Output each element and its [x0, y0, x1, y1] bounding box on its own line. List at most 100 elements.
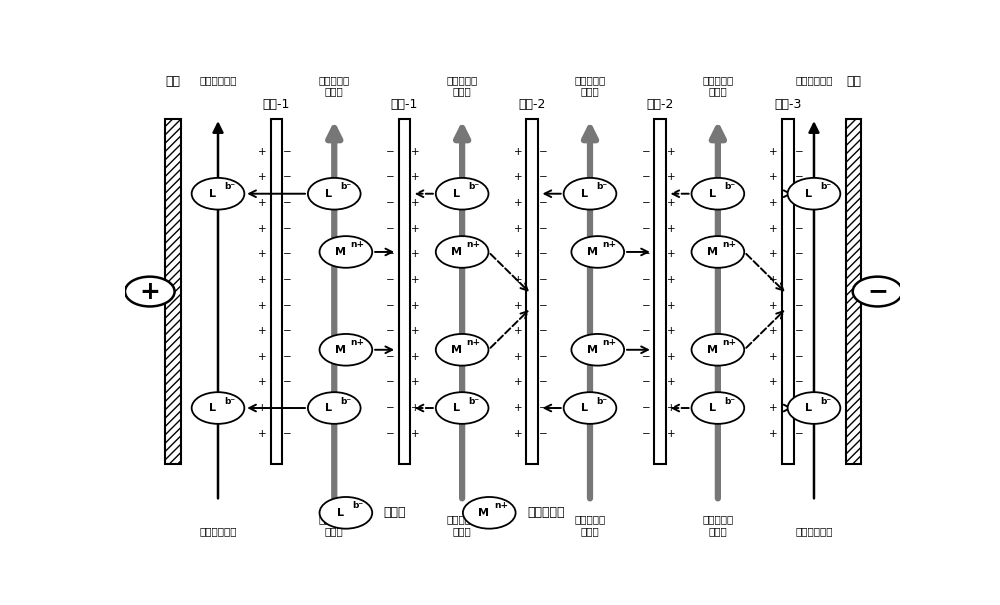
Circle shape	[564, 178, 616, 209]
Text: −: −	[641, 378, 650, 387]
Text: −: −	[386, 352, 394, 362]
Text: −: −	[283, 352, 292, 362]
Circle shape	[853, 276, 902, 307]
Text: −: −	[795, 428, 804, 439]
Text: +: +	[769, 275, 778, 285]
Text: +: +	[769, 378, 778, 387]
Text: 第二浓缩室
（出）: 第二浓缩室 （出）	[702, 75, 734, 97]
Text: M: M	[451, 247, 462, 257]
Text: −: −	[795, 378, 804, 387]
Text: +: +	[411, 326, 420, 336]
Text: b⁻: b⁻	[724, 182, 735, 191]
Text: L: L	[453, 403, 460, 413]
Bar	[165, 119, 181, 464]
Text: −: −	[283, 326, 292, 336]
Text: −: −	[386, 301, 394, 310]
Text: M: M	[335, 345, 346, 355]
Text: M: M	[587, 247, 598, 257]
Text: −: −	[539, 326, 548, 336]
Text: +: +	[258, 403, 266, 413]
Bar	[526, 119, 538, 464]
Text: −: −	[386, 172, 394, 183]
Text: +: +	[667, 301, 676, 310]
Text: n+: n+	[350, 240, 365, 249]
Text: −: −	[795, 352, 804, 362]
Text: −: −	[539, 301, 548, 310]
Text: b⁻: b⁻	[596, 396, 607, 405]
Text: +: +	[514, 172, 522, 183]
Text: +: +	[667, 224, 676, 234]
Text: +: +	[769, 428, 778, 439]
Text: +: +	[667, 275, 676, 285]
Text: +: +	[258, 249, 266, 260]
Text: −: −	[641, 428, 650, 439]
Text: −: −	[283, 224, 292, 234]
Text: L: L	[337, 508, 344, 518]
Text: 阴膜-1: 阴膜-1	[391, 98, 418, 111]
Text: +: +	[411, 403, 420, 413]
Text: +: +	[514, 224, 522, 234]
Text: +: +	[258, 198, 266, 208]
Text: −: −	[641, 249, 650, 260]
Text: L: L	[581, 403, 588, 413]
Text: −: −	[539, 275, 548, 285]
Text: −: −	[641, 301, 650, 310]
Text: 阴极: 阴极	[846, 75, 861, 88]
Text: +: +	[667, 249, 676, 260]
Text: +: +	[258, 378, 266, 387]
Text: n+: n+	[602, 240, 616, 249]
Text: +: +	[667, 198, 676, 208]
Text: +: +	[411, 378, 420, 387]
Text: +: +	[514, 378, 522, 387]
Text: n+: n+	[602, 338, 616, 347]
Text: b⁻: b⁻	[224, 396, 235, 405]
Text: L: L	[325, 189, 332, 198]
Text: −: −	[283, 275, 292, 285]
Text: −: −	[641, 147, 650, 157]
Circle shape	[571, 334, 624, 365]
Text: +: +	[411, 301, 420, 310]
Text: +: +	[411, 352, 420, 362]
Text: −: −	[283, 249, 292, 260]
Circle shape	[571, 236, 624, 268]
Text: +: +	[667, 352, 676, 362]
Text: −: −	[641, 326, 650, 336]
Text: +: +	[514, 275, 522, 285]
Text: −: −	[386, 403, 394, 413]
Text: 第二浓缩室
（进）: 第二浓缩室 （进）	[702, 514, 734, 536]
Text: b⁻: b⁻	[224, 182, 235, 191]
Text: n+: n+	[494, 502, 508, 511]
Bar	[654, 119, 666, 464]
Text: −: −	[386, 378, 394, 387]
Text: 阴膜-2: 阴膜-2	[646, 98, 674, 111]
Text: 阳极: 阳极	[166, 75, 181, 88]
Text: −: −	[386, 249, 394, 260]
Text: −: −	[795, 224, 804, 234]
Text: 第一浓缩室
（进）: 第一浓缩室 （进）	[446, 514, 478, 536]
Text: +: +	[258, 275, 266, 285]
Text: +: +	[667, 326, 676, 336]
Text: −: −	[641, 198, 650, 208]
Text: L: L	[805, 189, 812, 198]
Text: M: M	[451, 345, 462, 355]
Text: −: −	[283, 428, 292, 439]
Text: M: M	[587, 345, 598, 355]
Text: 第一淡化室
（进）: 第一淡化室 （进）	[319, 514, 350, 536]
Text: −: −	[539, 172, 548, 183]
Text: +: +	[667, 428, 676, 439]
Text: +: +	[411, 147, 420, 157]
Circle shape	[192, 392, 244, 424]
Text: b⁻: b⁻	[340, 396, 351, 405]
Bar	[271, 119, 282, 464]
Text: L: L	[453, 189, 460, 198]
Text: +: +	[411, 428, 420, 439]
Text: +: +	[769, 172, 778, 183]
Text: 阴离子: 阴离子	[384, 506, 406, 519]
Text: −: −	[641, 275, 650, 285]
Text: +: +	[514, 403, 522, 413]
Text: b⁻: b⁻	[352, 502, 363, 511]
Text: +: +	[258, 301, 266, 310]
Text: −: −	[386, 198, 394, 208]
Text: −: −	[795, 326, 804, 336]
Text: b⁻: b⁻	[468, 396, 479, 405]
